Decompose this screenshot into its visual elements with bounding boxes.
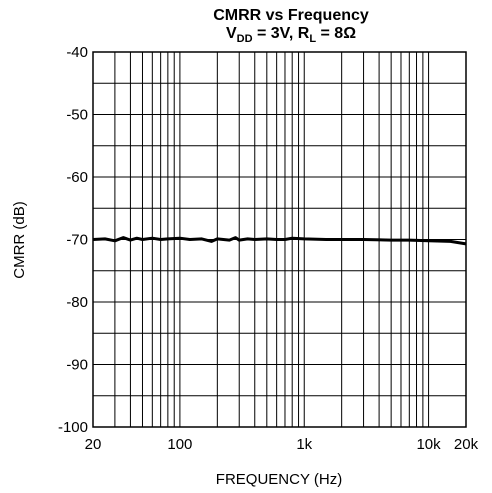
x-tick-label: 20 xyxy=(85,436,102,453)
subtitle-rl-value: = 8Ω xyxy=(316,25,356,42)
x-tick-label: 1k xyxy=(296,436,312,453)
cmrr-line xyxy=(92,236,467,246)
x-tick-label: 100 xyxy=(167,436,192,453)
subtitle-rl: R xyxy=(298,25,310,42)
data-series xyxy=(92,236,467,246)
x-tick-labels: 20 100 1k 10k 20k xyxy=(85,436,479,453)
y-axis-label: CMRR (dB) xyxy=(11,201,28,279)
y-tick-label: -70 xyxy=(66,232,88,249)
subtitle-rl-subscript: L xyxy=(309,33,316,45)
x-tick-label: 10k xyxy=(416,436,441,453)
x-axis-label: FREQUENCY (Hz) xyxy=(216,471,342,488)
x-tick-label: 20k xyxy=(454,436,479,453)
y-tick-label: -50 xyxy=(66,107,88,124)
y-tick-label: -40 xyxy=(66,44,88,61)
y-tick-labels: -40 -50 -60 -70 -80 -90 -100 xyxy=(58,44,88,436)
chart-subtitle: VDD = 3V, RL = 8Ω xyxy=(226,25,356,45)
subtitle-vdd-value: = 3V, xyxy=(253,25,298,42)
y-tick-label: -80 xyxy=(66,294,88,311)
chart-title: CMRR vs Frequency xyxy=(213,7,369,24)
plot-frame xyxy=(92,51,467,428)
y-tick-label: -100 xyxy=(58,419,88,436)
subtitle-vdd-subscript: DD xyxy=(237,33,253,45)
y-tick-label: -60 xyxy=(66,169,88,186)
y-tick-label: -90 xyxy=(66,357,88,374)
subtitle-vdd: V xyxy=(226,25,237,42)
